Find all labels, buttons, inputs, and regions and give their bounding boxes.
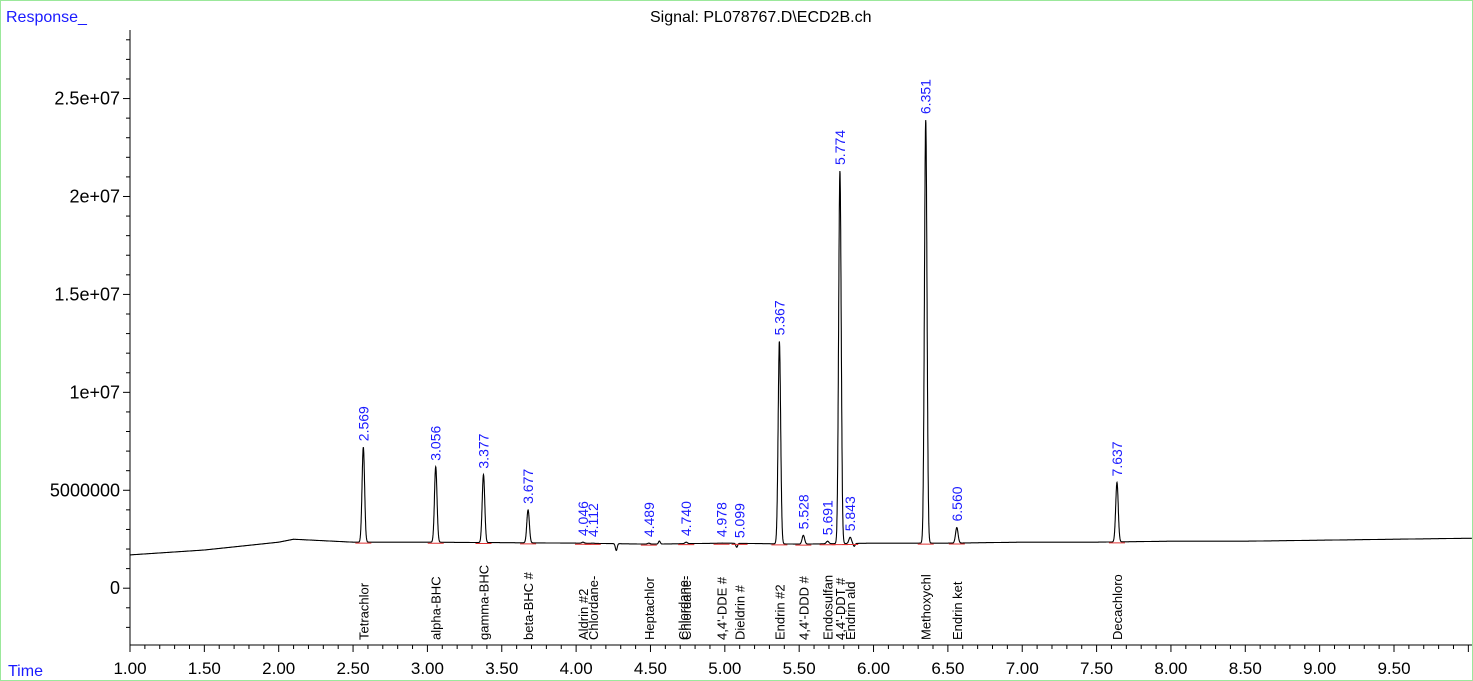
compound-label: beta-BHC # [521,571,536,640]
x-tick-label: 2.00 [262,659,295,678]
time-axis-label: Time [8,663,43,680]
x-tick-label: 4.50 [634,659,667,678]
y-tick-label: 2.5e+07 [54,89,120,109]
compound-label: 4,4'-DDT # [833,577,848,640]
peak-rt-label: 5.774 [832,130,848,165]
x-tick-label: 3.00 [411,659,444,678]
x-tick-label: 2.50 [337,659,370,678]
y-tick-label: 1e+07 [69,382,120,402]
compound-label: Methoxychl [919,574,934,640]
axes: 0 5000000 1e+07 1.5e+07 2e+07 2.5e+07 1.00 1.50… [50,30,1472,678]
compound-label: Chlordane- [586,576,601,640]
compound-label: Endrin ket [950,581,965,640]
y-tick-label: 1.5e+07 [54,284,120,304]
compound-label: Dieldrin # [733,584,748,640]
compound-label: Chlordane- [679,576,694,640]
x-tick-label: 9.50 [1377,659,1410,678]
chromatogram-trace [130,120,1472,556]
trace-group [130,120,1472,556]
compound-label: Endrin ald [843,581,858,640]
peak-rt-label: 5.099 [732,503,748,538]
peak-rt-label: 4.112 [585,503,601,537]
compound-label: gamma-BHC [476,565,491,640]
peak-rt-label: 4.046 [575,501,591,536]
compound-label: 4,4'-DDE # [715,576,730,640]
signal-title: Signal: PL078767.D\ECD2B.ch [650,9,871,26]
x-tick-label: 8.50 [1229,659,1262,678]
peak-rt-label: 4.978 [714,502,730,537]
x-tick-label: 8.00 [1154,659,1187,678]
compound-label: alpha-BHC [429,576,444,640]
x-tick-label: 5.50 [783,659,816,678]
peak-rt-label: 5.367 [771,300,787,335]
y-tick-label: 0 [110,578,120,598]
compound-label: Aldrin #2 [576,589,591,640]
y-tick-label: 2e+07 [69,186,120,206]
peak-rt-label: 3.377 [475,433,491,468]
y-tick-label: 5000000 [50,480,120,500]
peak-rt-label: 4.489 [641,502,657,537]
labels-group: 2.569 Tetrachlor 3.056 alpha-BHC 3.377 gamma-… [355,79,1125,640]
compound-label: Endrin #2 [772,584,787,640]
peak-rt-label: 2.569 [355,406,371,441]
peak-rt-label: 5.843 [842,496,858,531]
compound-label: Tetrachlor [356,582,371,640]
compound-label: Chlordane- [676,576,691,640]
peak-rt-label: 6.560 [949,486,965,521]
response-axis-label: Response_ [6,9,88,26]
compound-label: Decachloro [1110,574,1125,640]
peak-rt-label: 3.677 [520,469,536,504]
x-tick-label: 7.00 [1006,659,1039,678]
x-tick-label: 7.50 [1080,659,1113,678]
compound-label: Heptachlor [642,576,657,640]
x-tick-label: 9.00 [1303,659,1336,678]
peak-rt-label: 6.351 [918,79,934,114]
peak-rt-label: 5.528 [795,494,811,529]
x-tick-label: 1.50 [188,659,221,678]
x-tick-label: 3.50 [485,659,518,678]
x-tick-label: 5.00 [708,659,741,678]
compound-label: Endosulfan [821,575,836,640]
x-tick-label: 4.00 [560,659,593,678]
peak-rt-label: 5.691 [820,500,836,535]
peak-rt-label: 7.637 [1109,441,1125,476]
x-tick-label: 6.00 [857,659,890,678]
peak-rt-label: 3.056 [428,426,444,461]
peak-rt-label: 4.740 [678,501,694,536]
compound-label: 4,4'-DDD # [796,575,811,640]
x-tick-label: 1.00 [113,659,146,678]
x-tick-label: 6.50 [931,659,964,678]
